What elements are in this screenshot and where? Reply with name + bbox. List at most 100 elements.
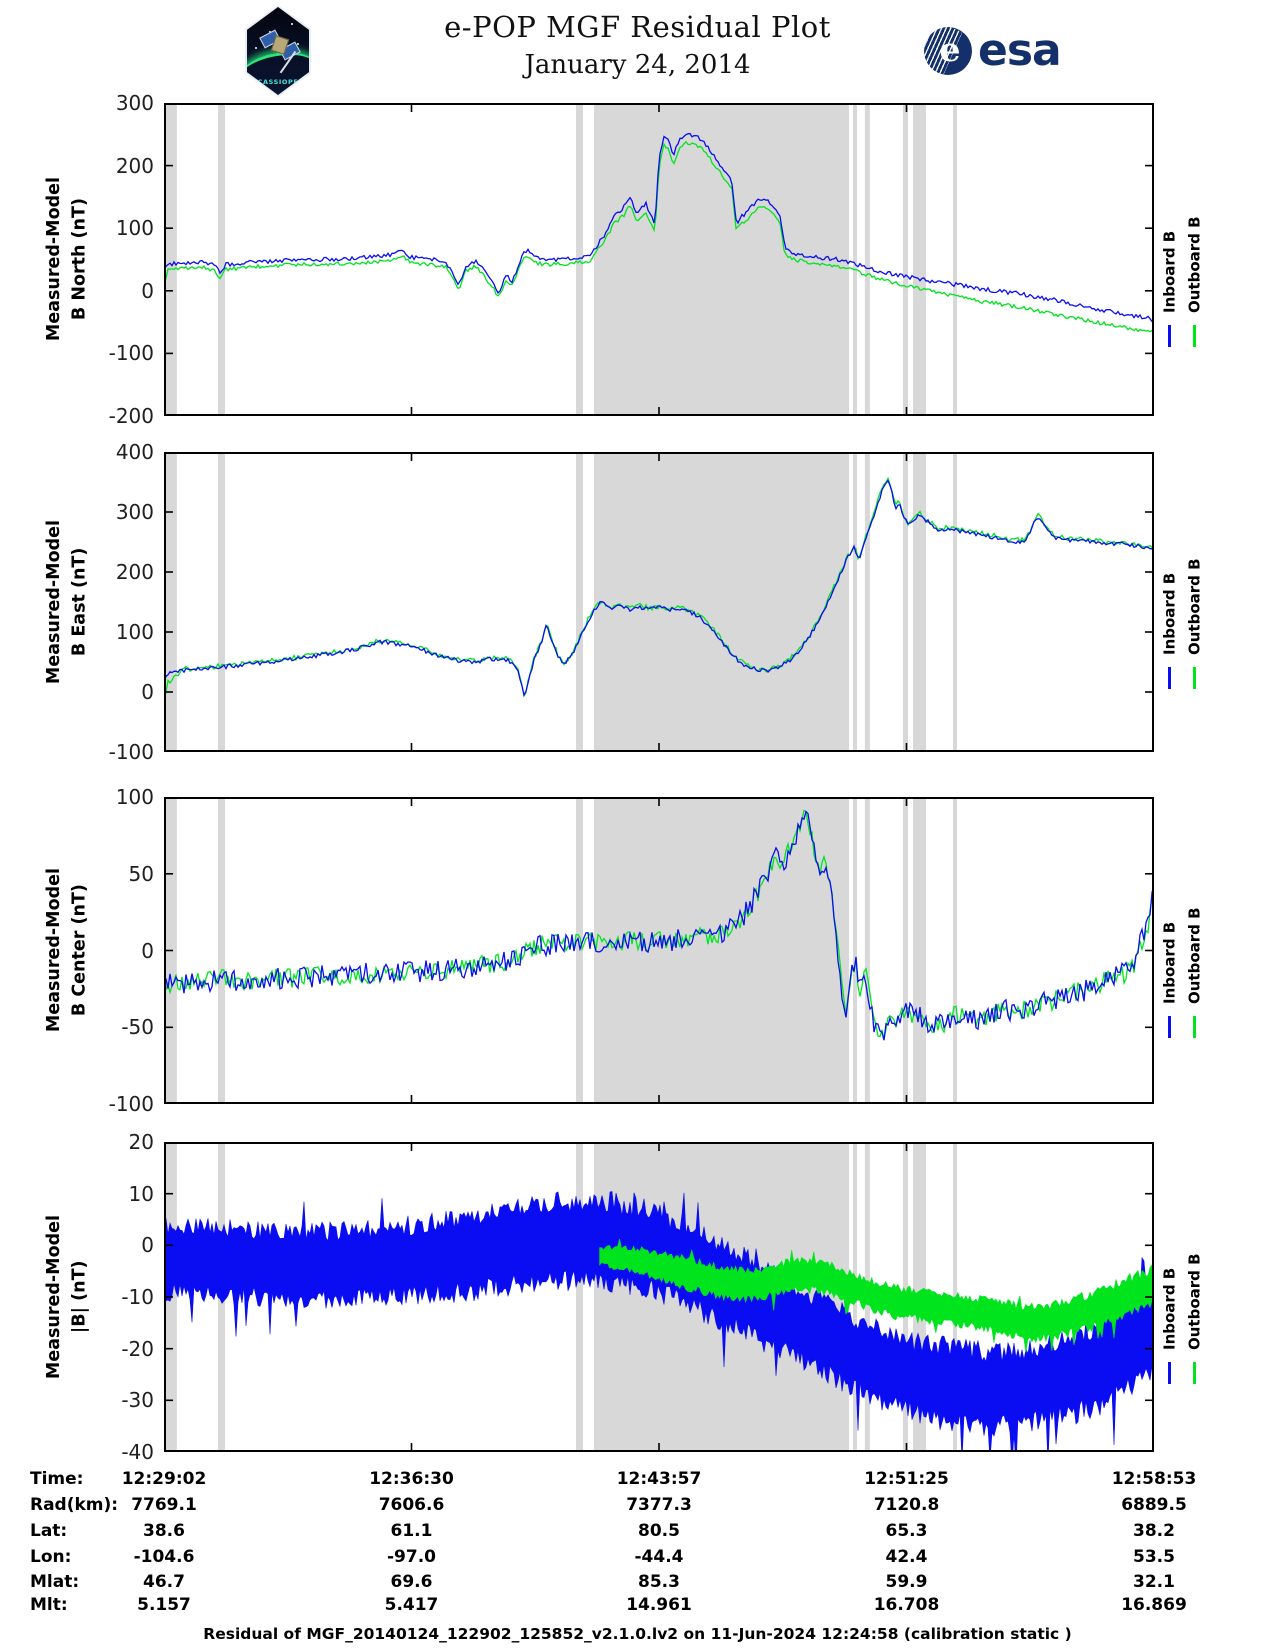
y-tick-label: 300: [115, 91, 154, 115]
esa-e-glyph: e: [939, 30, 961, 69]
table-cell: 69.6: [390, 1572, 433, 1592]
table-cell: 12:51:25: [864, 1469, 949, 1489]
legend-inboard-label: Inboard B: [1160, 921, 1179, 1004]
page-title: e-POP MGF Residual Plot: [444, 10, 831, 44]
legend-outboard-label: Outboard B: [1185, 558, 1204, 655]
series-inboard-b: [164, 132, 1154, 323]
data-gap-band: [913, 452, 926, 752]
y-axis-title-text: Measured-Model B Center (nT): [43, 868, 89, 1033]
esa-wordmark: esa: [978, 25, 1062, 76]
legend-outboard-marker: [1193, 1362, 1196, 1384]
table-cell: 61.1: [390, 1521, 433, 1541]
legend-outboard-marker: [1193, 324, 1196, 347]
y-tick-label: -40: [121, 1440, 154, 1464]
data-gap-band: [166, 103, 177, 416]
data-gap-band: [576, 103, 583, 416]
legend-inboard-marker: [1168, 1015, 1171, 1038]
data-gap-band: [576, 1142, 583, 1452]
table-cell: 80.5: [638, 1521, 680, 1541]
y-tick-label: -100: [108, 740, 154, 764]
esa-globe-icon: e: [924, 27, 972, 75]
data-gap-band: [853, 452, 857, 752]
table-cell: 12:43:57: [616, 1469, 702, 1489]
y-tick-label: 10: [128, 1181, 154, 1206]
legend-inboard-marker: [1168, 324, 1171, 347]
legend-inboard: Inboard B: [1157, 165, 1182, 365]
legend-outboard: Outboard B: [1182, 1202, 1207, 1402]
legend-inboard-marker: [1168, 667, 1171, 689]
legend-inboard: Inboard B: [1157, 856, 1182, 1056]
data-gap-band: [903, 103, 908, 416]
y-tick-label: 400: [115, 440, 154, 464]
series-inboard-b: [164, 810, 1154, 1041]
data-gap-band: [576, 452, 583, 752]
data-gap-band: [864, 797, 870, 1104]
data-gap-band: [218, 797, 225, 1104]
cassiope-label: CASSIOPE: [257, 78, 299, 86]
table-cell: -104.6: [133, 1547, 195, 1567]
table-row-label: Mlt:: [30, 1595, 68, 1615]
y-tick-label: 300: [115, 500, 154, 524]
chart-panel-b-east: [164, 452, 1154, 752]
y-tick-label: 200: [115, 153, 154, 178]
esa-logo: e esa: [924, 25, 1062, 76]
table-cell: 5.417: [384, 1595, 439, 1615]
legend-inboard-label: Inboard B: [1160, 230, 1179, 313]
y-tick-label: 0: [141, 278, 154, 303]
y-tick-label: 100: [115, 620, 154, 644]
table-cell: -44.4: [634, 1547, 684, 1567]
legend-outboard: Outboard B: [1182, 507, 1207, 707]
table-cell: 38.6: [143, 1521, 185, 1541]
legend-inboard: Inboard B: [1157, 1202, 1182, 1402]
legend-inboard: Inboard B: [1157, 507, 1182, 707]
table-cell: 53.5: [1133, 1547, 1175, 1567]
table-cell: 65.3: [885, 1521, 928, 1541]
table-cell: 85.3: [638, 1572, 680, 1592]
y-tick-label: 0: [141, 938, 154, 963]
table-cell: 7769.1: [131, 1495, 197, 1515]
table-cell: -97.0: [387, 1547, 436, 1567]
data-gap-band: [594, 797, 849, 1104]
legend: Inboard B Outboard B: [1157, 1202, 1209, 1402]
series-inboard-b: [164, 1191, 1154, 1452]
star-dot: [255, 47, 257, 49]
table-cell: 32.1: [1133, 1572, 1175, 1592]
data-gap-band: [864, 452, 870, 752]
data-gap-band: [853, 103, 857, 416]
series-inboard-b: [164, 479, 1154, 697]
y-tick-label: 0: [141, 680, 154, 704]
legend-inboard-marker: [1168, 1362, 1171, 1384]
table-row-label: Lat:: [30, 1521, 68, 1541]
table-cell: 46.7: [143, 1572, 185, 1592]
data-gap-band: [953, 103, 957, 416]
table-cell: 14.961: [626, 1595, 692, 1615]
y-tick-label: -10: [121, 1285, 154, 1309]
data-gap-band: [594, 103, 849, 416]
table-cell: 5.157: [137, 1595, 191, 1615]
star-dot: [291, 23, 293, 25]
table-cell: 6889.5: [1121, 1495, 1187, 1515]
chart-panel-b-center: [164, 797, 1154, 1104]
table-row-label: Mlat:: [30, 1572, 80, 1592]
y-axis-title-text: Measured-Model B North (nT): [43, 177, 89, 342]
data-gap-band: [218, 103, 225, 416]
legend-outboard: Outboard B: [1182, 165, 1207, 365]
y-tick-label: -20: [121, 1336, 154, 1361]
footer-caption: Residual of MGF_20140124_122902_125852_v…: [203, 1625, 1072, 1643]
star-dot: [297, 43, 299, 45]
table-cell: 7120.8: [873, 1495, 940, 1515]
table-cell: 12:36:30: [369, 1469, 454, 1489]
chart-panel-b-magnitude: [164, 1142, 1154, 1452]
data-gap-band: [166, 452, 177, 752]
data-gap-band: [903, 452, 908, 752]
y-tick-label: -100: [108, 1092, 154, 1116]
title-block: e-POP MGF Residual Plot January 24, 2014: [0, 10, 1275, 80]
chart-panel-b-north: [164, 103, 1154, 416]
series-outboard-b: [164, 140, 1154, 334]
legend: Inboard B Outboard B: [1157, 856, 1209, 1056]
legend: Inboard B Outboard B: [1157, 507, 1209, 707]
data-gap-band: [853, 797, 857, 1104]
y-axis-title: Measured-Model B East (nT): [38, 452, 96, 752]
data-gap-band: [576, 797, 583, 1104]
